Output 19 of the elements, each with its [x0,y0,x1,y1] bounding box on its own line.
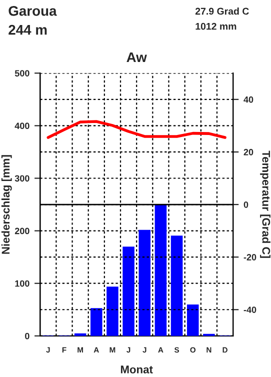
text: Garoua [8,6,57,16]
y2-tick-label: 20 [244,148,254,156]
y-tick-label: 300 [14,175,30,182]
y-tick-label: 0 [25,332,30,340]
y-axis-title: Niederschlag [mm] [1,155,12,254]
text: 27.9 Grad C [195,8,249,15]
y2-tick-label: -20 [244,254,256,260]
y2-axis-title: Temperatur [Grad C] [260,150,270,258]
text: 244 m [8,24,47,35]
y-tick-label: 200 [14,228,30,234]
y-tick-label: 100 [15,280,30,287]
chart-title: Aw [126,52,147,62]
x-axis-title: Monat [120,366,153,374]
y2-tick-label: -40 [244,306,256,313]
y2-tick-label: 40 [244,96,254,103]
y2-tick-label: 0 [244,201,248,208]
text: 1012 mm [196,22,236,30]
y-tick-label: 500 [14,70,30,76]
y-tick-label: 400 [14,122,30,130]
